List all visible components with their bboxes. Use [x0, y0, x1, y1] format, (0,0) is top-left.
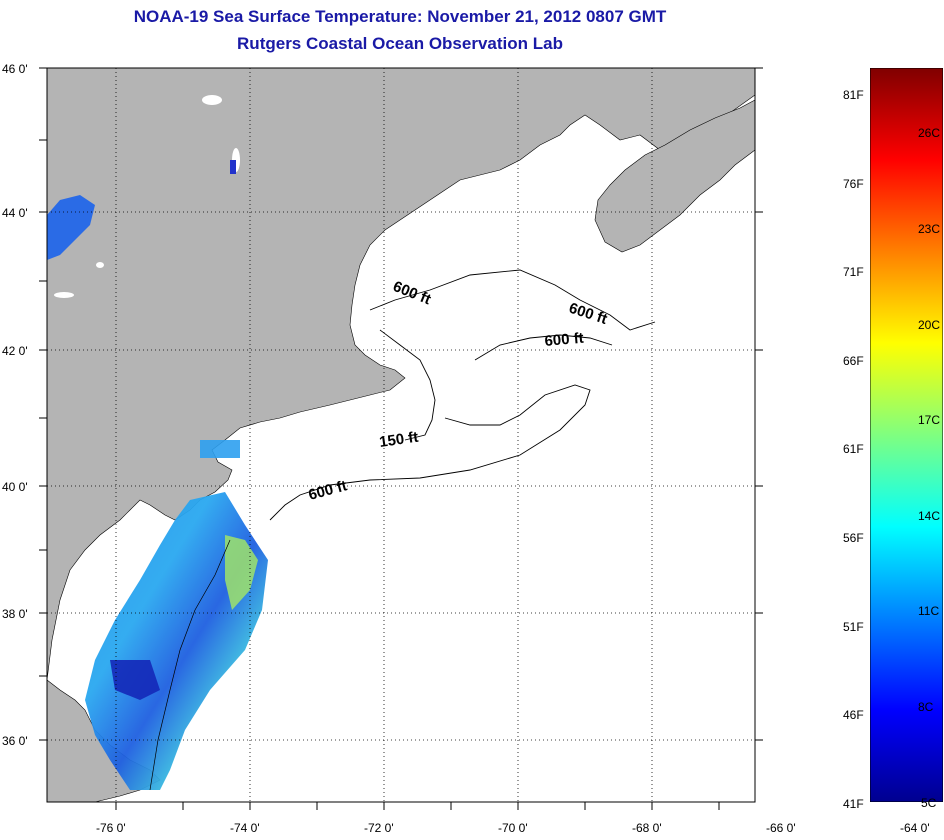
lon-label: -74 0'	[230, 821, 260, 835]
colorbar-f-label: 61F	[843, 442, 864, 456]
sst-patch-ny	[200, 440, 240, 458]
lon-label: -72 0'	[364, 821, 394, 835]
sst-warm-patch	[225, 535, 258, 610]
lon-label: -70 0'	[498, 821, 528, 835]
lon-label: -76 0'	[96, 821, 126, 835]
colorbar-f-label: 56F	[843, 531, 864, 545]
colorbar-c-label: 5C	[921, 796, 937, 810]
lake-sst	[230, 160, 236, 174]
map-subtitle: Rutgers Coastal Ocean Observation Lab	[237, 34, 563, 53]
colorbar-c-label: 8C	[918, 700, 934, 714]
contour-label: 600 ft	[544, 330, 585, 350]
lon-label: -64 0'	[900, 821, 930, 835]
contour-shelf	[149, 539, 231, 791]
contour-600ft-northern	[369, 269, 656, 331]
lon-label: -68 0'	[632, 821, 662, 835]
colorbar-gradient	[869, 67, 944, 803]
lat-label: 36 0'	[2, 734, 28, 748]
lake	[202, 95, 222, 105]
land-nova-scotia	[594, 99, 756, 253]
colorbar-c-label: 11C	[918, 604, 940, 618]
contour-600ft-georges	[474, 334, 613, 361]
land-mainland	[46, 67, 756, 681]
colorbar-c-label: 17C	[918, 413, 941, 427]
contour-150ft	[379, 329, 436, 441]
colorbar-c-label: 23C	[918, 222, 941, 236]
colorbar-f-label: 46F	[843, 708, 864, 722]
lat-label: 46 0'	[2, 62, 28, 76]
contour-label: 150 ft	[378, 429, 419, 451]
map-frame	[46, 67, 756, 803]
colorbar-f-label: 41F	[843, 797, 864, 811]
colorbar-f-label: 51F	[843, 620, 864, 634]
colorbar	[869, 67, 944, 803]
colorbar-c-label: 26C	[918, 126, 941, 140]
colorbar-f-label: 76F	[843, 177, 864, 191]
sst-swath	[85, 492, 268, 790]
map-title: NOAA-19 Sea Surface Temperature: Novembe…	[133, 7, 667, 26]
lat-label: 42 0'	[2, 344, 28, 358]
colorbar-f-label: 81F	[843, 88, 864, 102]
lat-label: 40 0'	[2, 480, 28, 494]
colorbar-c-label: 20C	[918, 318, 941, 332]
lake	[96, 262, 104, 268]
colorbar-f-label: 66F	[843, 354, 864, 368]
lat-label: 38 0'	[2, 607, 28, 621]
colorbar-f-label: 71F	[843, 265, 864, 279]
lat-label: 44 0'	[2, 206, 28, 220]
lon-label: -66 0'	[766, 821, 796, 835]
axis-ticks	[39, 67, 763, 810]
lake	[54, 292, 74, 298]
lake-ontario-sst	[47, 195, 95, 260]
colorbar-c-label: 14C	[918, 509, 941, 523]
contour-600ft-southern	[269, 384, 591, 521]
sst-cold-patch	[110, 660, 160, 700]
